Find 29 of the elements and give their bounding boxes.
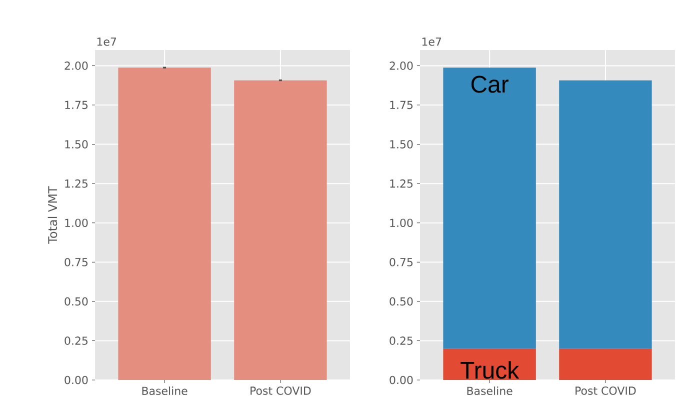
y-tick-label: 2.00 — [64, 62, 88, 70]
series-label: Car — [471, 76, 508, 93]
text: 1e7 — [97, 38, 116, 46]
x-tick-label: Post COVID — [250, 386, 311, 395]
y-tick-label: 1.50 — [390, 140, 413, 148]
y-tick-label: 0.00 — [64, 376, 88, 384]
y-tick-label: 0.00 — [390, 376, 413, 384]
y-tick-label: 0.75 — [390, 258, 413, 266]
y-tick-label: 0.50 — [64, 297, 88, 306]
x-tick-label: Post COVID — [576, 386, 636, 395]
y-tick-label: 1.75 — [65, 100, 88, 110]
y-tick-label: 1.00 — [65, 218, 88, 228]
y-tick-label: 2.00 — [390, 62, 413, 70]
y-tick-label: 1.75 — [390, 100, 413, 110]
y-tick-label: 1.25 — [390, 179, 413, 188]
bar — [559, 348, 652, 380]
series-label: Truck — [460, 361, 520, 379]
y-tick-label: 1.50 — [65, 140, 88, 148]
x-tick-label: Baseline — [467, 386, 512, 396]
y-tick-label: 1.25 — [65, 179, 88, 188]
y-tick-label: 0.25 — [390, 336, 413, 345]
x-tick-label: Baseline — [142, 386, 188, 396]
y-tick-label: 0.50 — [390, 297, 413, 306]
bar — [443, 348, 536, 380]
y-tick-label: 0.75 — [64, 258, 88, 266]
text: 1e7 — [422, 38, 442, 46]
y-tick-label: 0.25 — [64, 336, 88, 345]
y-axis-title: Total VMT — [48, 186, 58, 244]
y-tick-label: 1.00 — [390, 218, 413, 228]
